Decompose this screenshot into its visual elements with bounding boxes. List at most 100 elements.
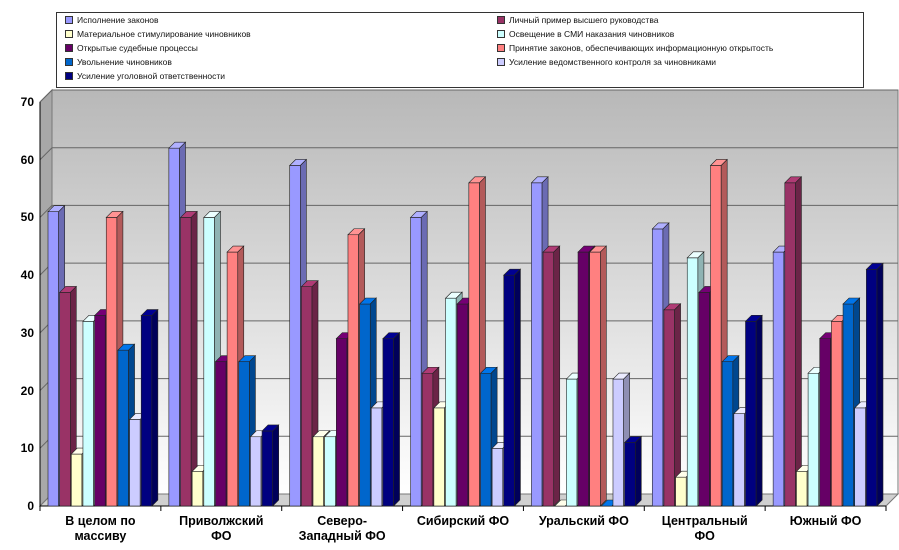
bar bbox=[865, 262, 884, 507]
bar-front bbox=[686, 257, 699, 507]
bar-front bbox=[312, 436, 324, 507]
bar bbox=[588, 245, 608, 507]
legend-label: Исполнение законов bbox=[77, 15, 159, 25]
legend-label: Увольнение чиновников bbox=[77, 57, 172, 67]
legend-item: Личный пример высшего руководства bbox=[497, 15, 658, 25]
bar-front bbox=[675, 476, 687, 507]
legend-swatch bbox=[65, 72, 73, 80]
gridline bbox=[39, 89, 898, 103]
y-tick-label: 60 bbox=[20, 152, 34, 167]
legend-label: Личный пример высшего руководства bbox=[509, 15, 659, 25]
bar-side bbox=[755, 314, 763, 507]
bar-front bbox=[721, 361, 734, 507]
bar-front bbox=[854, 407, 866, 507]
bar bbox=[623, 435, 643, 507]
bar-front bbox=[624, 442, 636, 507]
bar-front bbox=[796, 471, 808, 507]
legend: Исполнение законов Личный пример высшего… bbox=[56, 12, 864, 88]
bar-front bbox=[468, 182, 480, 507]
bar bbox=[261, 424, 280, 507]
bar-front bbox=[191, 471, 204, 507]
legend-swatch bbox=[65, 58, 73, 66]
bar-front bbox=[819, 338, 831, 507]
bar-front bbox=[456, 303, 469, 507]
bar-front bbox=[180, 217, 192, 507]
bar bbox=[744, 314, 763, 507]
bar-front bbox=[71, 453, 83, 507]
bar-front bbox=[566, 378, 578, 507]
legend-item: Освещение в СМИ наказания чиновников bbox=[497, 29, 674, 39]
legend-item: Усиление ведомственного контроля за чино… bbox=[497, 57, 716, 67]
legend-label: Открытые судебные процессы bbox=[77, 43, 198, 53]
bar-front bbox=[612, 378, 624, 507]
bar-side bbox=[795, 176, 802, 507]
x-category-label: Северо- Западный ФО bbox=[298, 514, 386, 543]
bar-front bbox=[359, 303, 371, 507]
legend-swatch bbox=[65, 16, 73, 24]
bar-front bbox=[47, 211, 59, 507]
bar-front bbox=[807, 372, 820, 507]
y-tick-label: 40 bbox=[20, 268, 34, 283]
bar-front bbox=[542, 251, 555, 507]
bar-front bbox=[589, 251, 601, 507]
bar-front bbox=[745, 321, 757, 507]
x-category-label: Приволжский ФО bbox=[179, 514, 264, 543]
y-tick-label: 0 bbox=[27, 499, 34, 513]
bar-front bbox=[733, 413, 745, 507]
bar-front bbox=[140, 315, 153, 507]
bar-front bbox=[347, 234, 359, 507]
legend-item: Принятие законов, обеспечивающих информа… bbox=[497, 43, 773, 53]
legend-swatch bbox=[65, 44, 73, 52]
bar-front bbox=[238, 361, 250, 507]
y-tick-label: 30 bbox=[20, 325, 34, 340]
legend-label: Усиление уголовной ответственности bbox=[77, 71, 225, 81]
bar-side bbox=[600, 245, 607, 507]
y-tick-label: 70 bbox=[20, 95, 34, 109]
bar bbox=[503, 268, 522, 507]
bar bbox=[663, 303, 682, 507]
legend-item: Материальное стимулирование чиновников bbox=[65, 29, 251, 39]
legend-swatch bbox=[497, 16, 505, 24]
x-category-label: Центральный ФО bbox=[661, 514, 748, 543]
bar-front bbox=[59, 292, 71, 507]
x-category-label: Сибирский ФО bbox=[416, 514, 510, 528]
y-tick-label: 50 bbox=[20, 210, 34, 225]
bar-side bbox=[151, 308, 159, 507]
bar-front bbox=[491, 447, 504, 507]
bar-side bbox=[514, 268, 521, 507]
bar-front bbox=[324, 436, 336, 507]
bar bbox=[140, 308, 159, 507]
legend-item: Открытые судебные процессы bbox=[65, 43, 198, 53]
bar-front bbox=[168, 147, 180, 507]
x-category-label: В целом по массиву bbox=[65, 514, 136, 543]
y-tick-label: 10 bbox=[20, 441, 34, 456]
legend-label: Освещение в СМИ наказания чиновников bbox=[509, 29, 675, 39]
bar-front bbox=[421, 372, 434, 507]
bar-front bbox=[82, 321, 94, 507]
legend-item: Исполнение законов bbox=[65, 15, 159, 25]
bar-front bbox=[117, 349, 129, 507]
bar-front bbox=[261, 430, 274, 507]
legend-swatch bbox=[497, 44, 505, 52]
bar-front bbox=[710, 165, 722, 507]
bar-front bbox=[842, 303, 854, 507]
legend-item: Усиление уголовной ответственности bbox=[65, 71, 225, 81]
bar-front bbox=[577, 251, 589, 507]
x-category-label: Южный ФО bbox=[789, 514, 862, 528]
bar bbox=[784, 176, 803, 507]
gridline bbox=[39, 204, 898, 218]
x-category-label: Уральский ФО bbox=[538, 514, 629, 528]
bar-front bbox=[698, 292, 710, 507]
bar-front bbox=[831, 321, 843, 507]
bar-front bbox=[289, 165, 301, 507]
bar-side bbox=[190, 210, 198, 507]
bar-side bbox=[272, 424, 280, 507]
bar-front bbox=[433, 407, 445, 507]
bar bbox=[179, 210, 198, 507]
bar-front bbox=[866, 269, 878, 507]
bar-side bbox=[553, 245, 561, 507]
y-tick-label: 20 bbox=[20, 383, 34, 398]
bar-side bbox=[634, 435, 642, 507]
legend-swatch bbox=[497, 58, 505, 66]
